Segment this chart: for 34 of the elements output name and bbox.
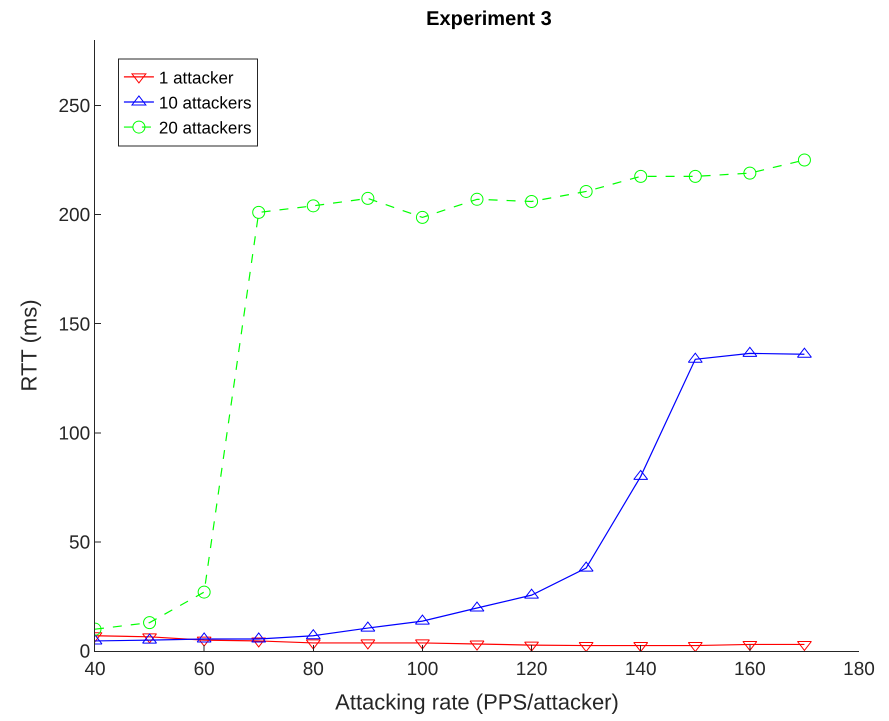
x-tick-label: 100 bbox=[406, 658, 438, 680]
x-tick-label: 120 bbox=[516, 658, 548, 680]
x-axis-title: Attacking rate (PPS/attacker) bbox=[335, 690, 619, 715]
point bbox=[470, 640, 484, 651]
point bbox=[525, 194, 538, 208]
point bbox=[306, 199, 320, 212]
point bbox=[198, 586, 211, 599]
point bbox=[361, 192, 374, 205]
point bbox=[634, 170, 648, 183]
y-tick-label: 150 bbox=[58, 314, 90, 336]
x-tick-label: 160 bbox=[734, 658, 766, 680]
x-tick-label: 80 bbox=[302, 658, 324, 680]
x-tick-label: 140 bbox=[624, 658, 657, 680]
point bbox=[798, 154, 811, 167]
point bbox=[797, 640, 812, 651]
legend-label: 1 attacker bbox=[158, 68, 234, 88]
point bbox=[470, 192, 484, 206]
legend-label: 20 attackers bbox=[158, 118, 252, 138]
point bbox=[252, 206, 266, 219]
y-tick-label: 100 bbox=[58, 423, 90, 444]
x-tick-label: 180 bbox=[843, 658, 875, 680]
point bbox=[416, 210, 429, 224]
legend-label: 10 attackers bbox=[158, 94, 252, 113]
point bbox=[415, 639, 430, 650]
point bbox=[688, 170, 702, 183]
y-tick-label: 50 bbox=[69, 532, 90, 554]
x-tick-label: 60 bbox=[194, 658, 215, 680]
point bbox=[743, 166, 756, 180]
y-tick-label: 250 bbox=[58, 96, 90, 118]
point bbox=[143, 616, 156, 630]
chart-title: Experiment 3 bbox=[426, 8, 552, 30]
y-tick-label: 200 bbox=[58, 205, 90, 226]
point bbox=[580, 184, 593, 198]
y-axis-title: RTT (ms) bbox=[16, 299, 42, 392]
